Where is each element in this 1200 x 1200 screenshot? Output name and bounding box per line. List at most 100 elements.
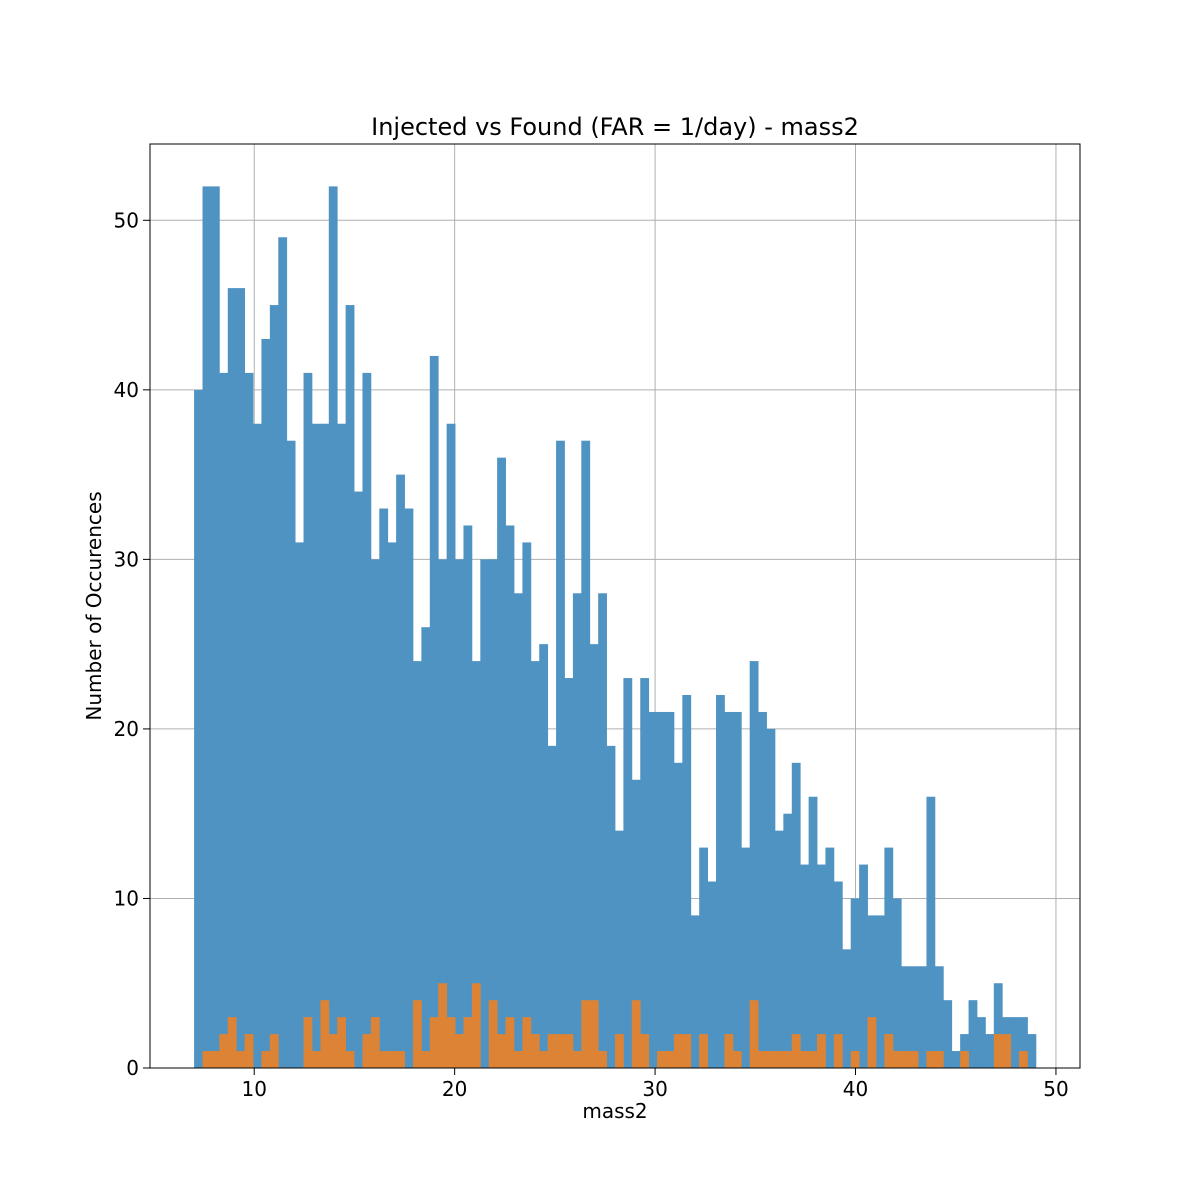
found-bar bbox=[244, 1034, 254, 1068]
found-bar bbox=[699, 1034, 708, 1068]
injected-bar bbox=[665, 711, 675, 1068]
found-bar bbox=[657, 1051, 666, 1068]
injected-bar bbox=[320, 423, 330, 1068]
found-bar bbox=[564, 1034, 574, 1068]
found-bar bbox=[362, 1034, 372, 1068]
found-bar bbox=[345, 1051, 355, 1068]
injected-bar bbox=[615, 830, 624, 1068]
found-bar bbox=[202, 1051, 212, 1068]
injected-bar bbox=[337, 423, 347, 1068]
injected-bar bbox=[606, 745, 616, 1068]
found-bar bbox=[522, 1017, 532, 1068]
injected-bar bbox=[774, 830, 784, 1068]
injected-bar bbox=[808, 796, 818, 1068]
y-tick-label: 40 bbox=[114, 378, 139, 402]
y-tick-label: 10 bbox=[114, 886, 139, 910]
found-bar bbox=[219, 1034, 229, 1068]
injected-bar bbox=[673, 762, 683, 1068]
bars bbox=[194, 186, 1037, 1069]
found-bar bbox=[236, 1051, 246, 1068]
found-bar bbox=[581, 1000, 591, 1068]
injected-bar bbox=[1019, 1017, 1028, 1068]
found-bar bbox=[379, 1051, 389, 1068]
x-tick-label: 50 bbox=[1043, 1077, 1068, 1101]
found-bar bbox=[682, 1034, 692, 1068]
injected-bar bbox=[236, 288, 246, 1068]
found-bar bbox=[808, 1051, 818, 1068]
found-bar bbox=[556, 1034, 565, 1068]
injected-bar bbox=[219, 372, 229, 1068]
injected-bar bbox=[261, 338, 271, 1068]
found-bar bbox=[547, 1034, 557, 1068]
x-tick-label: 10 bbox=[241, 1077, 266, 1101]
injected-bar bbox=[631, 779, 641, 1068]
injected-bar bbox=[202, 186, 212, 1068]
injected-bar bbox=[716, 695, 725, 1068]
injected-bar bbox=[892, 898, 902, 1068]
injected-bar bbox=[564, 678, 574, 1068]
found-bar bbox=[631, 1000, 641, 1068]
injected-bar bbox=[471, 661, 481, 1068]
injected-bar bbox=[421, 627, 431, 1068]
found-bar bbox=[867, 1017, 877, 1068]
found-bar bbox=[463, 1017, 473, 1068]
found-bar bbox=[884, 1034, 894, 1068]
y-axis-label: Number of Occurences bbox=[82, 491, 106, 720]
injected-bar bbox=[480, 559, 490, 1068]
injected-bar bbox=[244, 372, 254, 1068]
injected-bar bbox=[623, 678, 633, 1068]
injected-bar bbox=[429, 355, 439, 1068]
found-bar bbox=[505, 1017, 515, 1068]
injected-bar bbox=[875, 915, 885, 1068]
found-bar bbox=[227, 1017, 237, 1068]
injected-bar bbox=[387, 542, 397, 1068]
y-tick-label: 0 bbox=[126, 1056, 139, 1080]
found-bar bbox=[438, 983, 448, 1068]
found-bar bbox=[783, 1051, 793, 1068]
found-bar bbox=[665, 1051, 675, 1068]
injected-bar bbox=[530, 661, 540, 1068]
found-bar bbox=[261, 1051, 271, 1068]
injected-bar bbox=[766, 728, 776, 1068]
found-bar bbox=[210, 1051, 220, 1068]
injected-bar bbox=[396, 474, 405, 1069]
injected-bar bbox=[446, 423, 456, 1068]
found-bar bbox=[732, 1051, 742, 1068]
injected-bar bbox=[825, 847, 835, 1068]
found-bar bbox=[1019, 1051, 1028, 1068]
found-bar bbox=[530, 1034, 540, 1068]
injected-bar bbox=[657, 711, 666, 1068]
found-bar bbox=[598, 1051, 607, 1068]
injected-bar bbox=[488, 559, 498, 1068]
injected-bar bbox=[455, 559, 464, 1068]
injected-bar bbox=[640, 678, 650, 1068]
x-tick-label: 40 bbox=[843, 1077, 868, 1101]
y-tick-label: 50 bbox=[114, 208, 139, 232]
injected-bar bbox=[741, 847, 751, 1068]
injected-bar bbox=[589, 644, 599, 1068]
found-bar bbox=[429, 1017, 439, 1068]
found-bar bbox=[909, 1051, 919, 1068]
found-bar bbox=[749, 1000, 759, 1068]
injected-bar bbox=[682, 695, 692, 1068]
found-bar bbox=[455, 1034, 464, 1068]
injected-bar bbox=[227, 288, 237, 1068]
found-bar bbox=[892, 1051, 902, 1068]
found-bar bbox=[850, 1051, 860, 1068]
injected-bar bbox=[362, 372, 372, 1068]
found-bar bbox=[1002, 1034, 1012, 1068]
found-bar bbox=[934, 1051, 944, 1068]
injected-bar bbox=[926, 796, 936, 1068]
found-bar bbox=[370, 1017, 380, 1068]
injected-bar bbox=[547, 745, 557, 1068]
injected-bar bbox=[850, 898, 860, 1068]
injected-bar bbox=[976, 1017, 986, 1068]
found-bar bbox=[993, 1034, 1003, 1068]
found-bar bbox=[673, 1034, 683, 1068]
injected-bar bbox=[817, 864, 826, 1068]
injected-bar bbox=[842, 949, 852, 1068]
found-bar bbox=[497, 1034, 506, 1068]
injected-bar bbox=[732, 711, 742, 1068]
injected-bar bbox=[791, 762, 801, 1068]
